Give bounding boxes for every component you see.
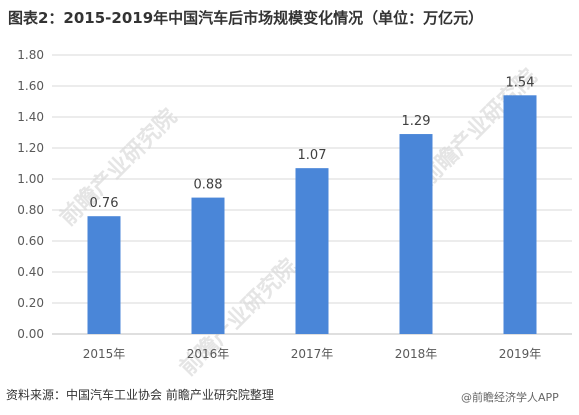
data-label: 0.88: [194, 178, 223, 193]
bar: [191, 197, 225, 334]
y-tick-label: 1.00: [17, 172, 44, 186]
bar-chart: 0.00 0.20 0.40 0.60 0.80 1.00 1.20 1.40 1.60 1.80…: [17, 48, 572, 361]
y-tick-label: 1.80: [17, 48, 44, 62]
weibo-tag: @前瞻经济学人APP: [461, 391, 559, 404]
y-tick-label: 1.40: [17, 110, 44, 124]
y-tick-label: 0.80: [17, 203, 44, 217]
y-tick-label: 0.20: [17, 296, 44, 310]
x-tick-label: 2019年: [499, 347, 542, 361]
chart-title: 图表2：2015-2019年中国汽车后市场规模变化情况（单位：万亿元）: [8, 9, 484, 27]
bar: [399, 134, 433, 334]
data-label: 1.54: [506, 75, 535, 90]
x-tick-label: 2016年: [187, 347, 230, 361]
x-tick-label: 2015年: [83, 347, 126, 361]
y-tick-label: 0.40: [17, 265, 44, 279]
data-label: 0.76: [90, 196, 119, 211]
y-tick-label: 0.60: [17, 234, 44, 248]
source-note: 资料来源：中国汽车工业协会 前瞻产业研究院整理: [6, 388, 274, 402]
bar: [503, 95, 537, 334]
x-tick-label: 2018年: [395, 347, 438, 361]
y-tick-label: 1.20: [17, 141, 44, 155]
y-tick-label: 0.00: [17, 327, 44, 341]
bar: [295, 168, 329, 334]
y-tick-label: 1.60: [17, 79, 44, 93]
data-label: 1.29: [402, 114, 431, 129]
x-tick-label: 2017年: [291, 347, 334, 361]
bar: [87, 216, 121, 334]
data-label: 1.07: [298, 148, 327, 163]
